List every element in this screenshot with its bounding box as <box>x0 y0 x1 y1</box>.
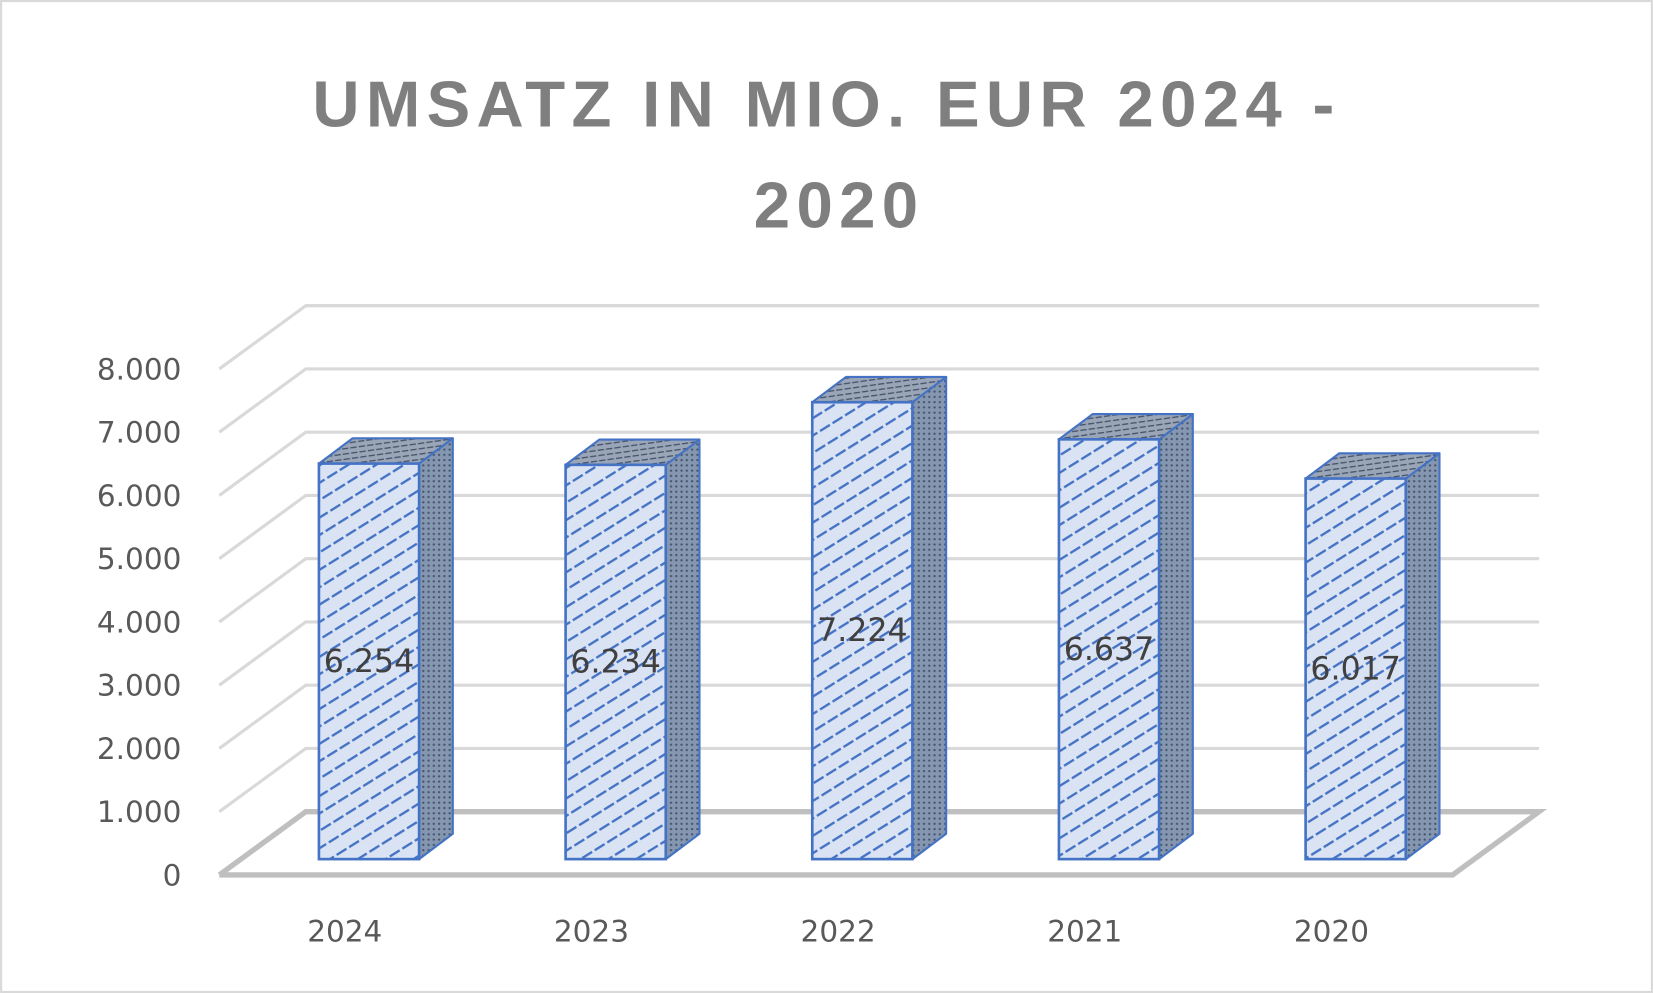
bar-2023 <box>564 438 701 861</box>
bar-front <box>564 463 668 861</box>
x-tick-label: 2022 <box>801 914 876 948</box>
y-tick-label: 1.000 <box>97 795 181 829</box>
y-tick-label: 3.000 <box>97 669 181 703</box>
bar-front <box>1304 477 1408 861</box>
floor <box>217 809 1548 878</box>
y-tick-label: 5.000 <box>97 542 181 576</box>
data-label: 6.637 <box>1064 632 1155 668</box>
bar-2020 <box>1304 452 1441 861</box>
gridline <box>218 367 1540 434</box>
bar-side <box>1158 412 1194 861</box>
y-tick-label: 4.000 <box>97 605 181 639</box>
y-tick-label: 7.000 <box>97 416 181 450</box>
bar-2021 <box>1057 412 1194 861</box>
x-tick-label: 2020 <box>1294 914 1369 948</box>
bar-side <box>911 375 948 861</box>
bar-side <box>418 437 454 861</box>
chart-title-line-2: 2020 <box>754 169 925 242</box>
x-tick-label: 2021 <box>1047 914 1122 948</box>
chart-title-line-1: UMSATZ IN MIO. EUR 2024 - <box>312 67 1340 140</box>
bar-side <box>664 438 701 861</box>
data-label: 7.224 <box>817 613 908 649</box>
y-tick-label: 0 <box>163 858 182 892</box>
bar-side <box>1404 452 1441 861</box>
y-tick-label: 6.000 <box>97 479 181 513</box>
data-label: 6.017 <box>1310 651 1400 687</box>
bar-front <box>1057 438 1161 861</box>
bar-front <box>317 462 421 861</box>
data-label: 6.234 <box>570 645 661 681</box>
x-tick-label: 2024 <box>307 914 382 948</box>
bar-front <box>810 400 914 861</box>
x-tick-label: 2023 <box>554 914 629 948</box>
y-tick-label: 2.000 <box>97 732 181 766</box>
bar-2022 <box>810 375 948 861</box>
data-label: 6.254 <box>324 644 415 680</box>
y-tick-label: 8.000 <box>97 352 181 386</box>
bar-2024 <box>317 437 454 861</box>
